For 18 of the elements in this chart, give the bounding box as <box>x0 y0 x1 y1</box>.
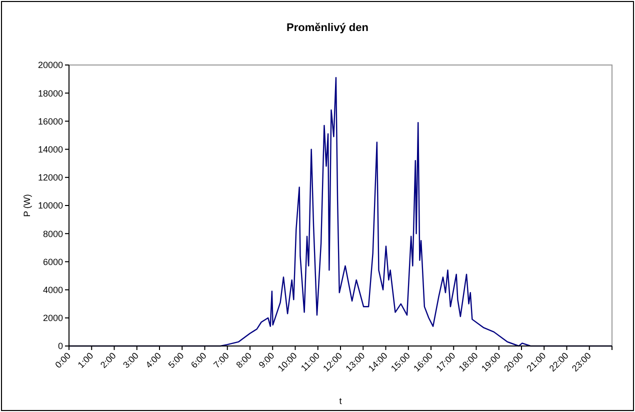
y-tick-label: 12000 <box>38 172 63 183</box>
y-tick-label: 6000 <box>42 256 63 267</box>
y-tick-label: 10000 <box>38 200 63 211</box>
chart-title: Proměnlivý den <box>286 22 369 34</box>
y-tick-label: 2000 <box>42 313 63 324</box>
x-tick-label: 4:00 <box>144 350 164 370</box>
x-axis-title: t <box>339 396 342 406</box>
y-axis-title: P (W) <box>22 194 32 217</box>
x-tick-label: 6:00 <box>188 350 208 370</box>
y-tick-label: 20000 <box>38 60 63 70</box>
y-tick-label: 4000 <box>42 284 63 295</box>
y-tick-label: 18000 <box>38 88 63 98</box>
y-tick-label: 14000 <box>38 144 63 154</box>
y-tick-label: 8000 <box>42 228 63 239</box>
y-tick-label: 0 <box>58 341 63 352</box>
y-tick-label: 16000 <box>38 116 63 126</box>
x-tick-label: 0:00 <box>53 350 73 370</box>
x-tick-label: 7:00 <box>212 350 232 370</box>
